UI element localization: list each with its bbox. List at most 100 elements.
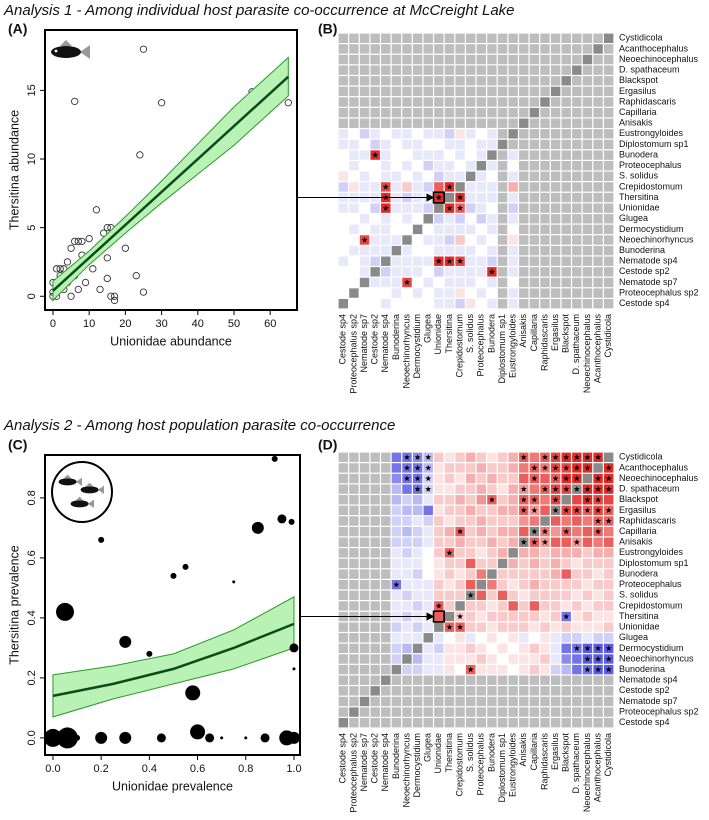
cell — [497, 569, 508, 579]
na-cell — [402, 76, 412, 86]
na-cell — [550, 139, 561, 150]
na-cell — [349, 633, 359, 643]
cell — [519, 579, 529, 590]
significance-star — [457, 623, 464, 630]
cell — [508, 484, 518, 494]
column-label: S. solidus — [465, 733, 475, 773]
cell — [423, 139, 433, 150]
row-label: Cestode sp2 — [619, 266, 670, 276]
diagonal-cell — [519, 118, 529, 128]
cell — [434, 611, 444, 622]
cell — [349, 160, 359, 171]
cell — [434, 548, 444, 558]
na-cell — [603, 203, 614, 213]
na-cell — [476, 707, 487, 717]
na-cell — [540, 65, 550, 75]
cell — [476, 192, 487, 203]
cell — [487, 548, 497, 558]
na-cell — [465, 54, 476, 65]
na-cell — [529, 171, 540, 182]
na-cell — [381, 44, 391, 54]
na-cell — [349, 643, 359, 654]
na-cell — [529, 675, 540, 685]
diagonal-cell — [603, 452, 614, 463]
na-cell — [359, 654, 370, 664]
cell — [465, 643, 476, 654]
na-cell — [540, 171, 550, 182]
cell — [444, 224, 455, 235]
cell — [391, 633, 402, 643]
na-cell — [593, 224, 603, 235]
row-label: D. spathaceum — [619, 65, 680, 75]
column-label: Anisakis — [518, 314, 528, 348]
significance-star — [595, 507, 602, 513]
na-cell — [508, 86, 518, 97]
bubble — [74, 734, 81, 741]
na-cell — [412, 707, 423, 717]
significance-star — [531, 475, 538, 482]
na-cell — [359, 33, 370, 44]
cell — [455, 654, 465, 664]
cell — [487, 654, 497, 664]
na-cell — [550, 33, 561, 44]
cell — [391, 537, 402, 547]
na-cell — [550, 192, 561, 203]
na-cell — [381, 664, 391, 675]
na-cell — [391, 76, 402, 86]
cell — [476, 277, 487, 288]
cell — [572, 569, 582, 579]
cell — [497, 537, 508, 547]
na-cell — [540, 203, 550, 213]
cell — [593, 579, 603, 590]
na-cell — [540, 129, 550, 139]
significance-star — [595, 655, 602, 662]
na-cell — [497, 107, 508, 118]
na-cell — [444, 65, 455, 75]
row-label: Acanthocephalus — [619, 462, 689, 472]
na-cell — [370, 473, 380, 484]
significance-star — [541, 539, 549, 545]
cell — [423, 548, 433, 558]
na-cell — [338, 107, 349, 118]
na-cell — [593, 97, 603, 107]
na-cell — [455, 686, 465, 696]
cell — [487, 224, 497, 235]
na-cell — [519, 86, 529, 97]
na-cell — [540, 707, 550, 717]
column-label: Nematode sp4 — [380, 733, 390, 792]
cell — [529, 569, 540, 579]
na-cell — [465, 107, 476, 118]
significance-star — [446, 549, 453, 556]
cell — [519, 590, 529, 601]
na-cell — [593, 298, 603, 309]
na-cell — [476, 107, 487, 118]
na-cell — [349, 76, 359, 86]
significance-star — [584, 507, 591, 513]
point — [67, 292, 75, 300]
cell — [455, 267, 465, 277]
cell — [508, 505, 518, 516]
na-cell — [508, 675, 518, 685]
na-cell — [561, 224, 571, 235]
na-cell — [497, 675, 508, 685]
na-cell — [402, 97, 412, 107]
diagonal-cell — [391, 664, 402, 675]
point — [136, 151, 144, 159]
bubble — [289, 643, 299, 653]
na-cell — [593, 160, 603, 171]
na-cell — [582, 182, 593, 192]
diagonal-cell — [497, 558, 508, 569]
significance-star — [446, 204, 453, 211]
na-cell — [434, 65, 444, 75]
na-cell — [572, 203, 582, 213]
cell — [444, 516, 455, 526]
cell — [391, 505, 402, 516]
cell — [561, 590, 571, 601]
cell — [423, 601, 433, 611]
na-cell — [338, 696, 349, 707]
cell — [455, 214, 465, 224]
cell — [572, 516, 582, 526]
cell — [349, 129, 359, 139]
significance-star — [467, 592, 474, 598]
na-cell — [550, 256, 561, 266]
